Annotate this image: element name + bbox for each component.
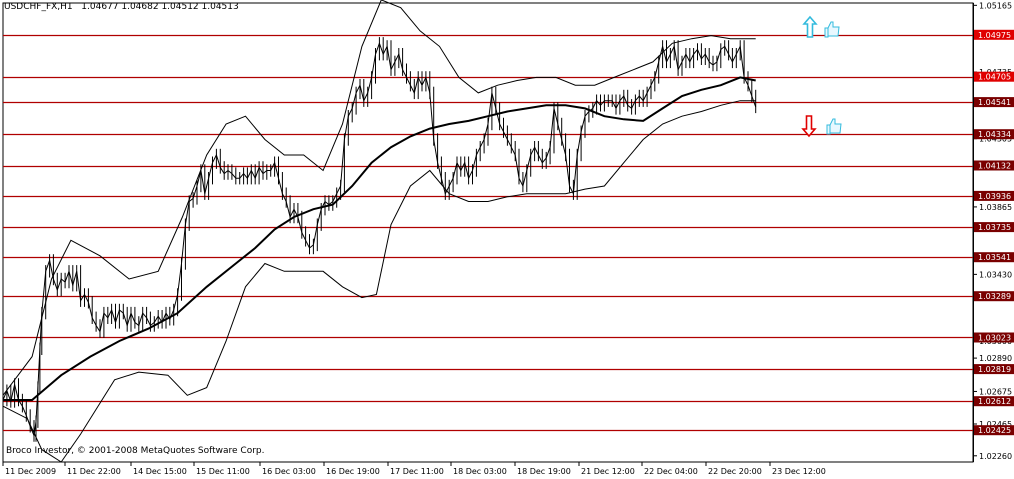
level-label: 1.02425 (978, 426, 1011, 435)
time-tick-label: 18 Dec 19:00 (517, 467, 571, 476)
plot-frame (2, 2, 974, 463)
level-label-box (974, 29, 1014, 40)
thumbs-up-icon (824, 21, 840, 38)
arrow-down-icon (801, 115, 817, 138)
level-label: 1.02612 (978, 397, 1011, 406)
time-tick-label: 11 Dec 22:00 (67, 467, 121, 476)
price-line (2, 41, 757, 438)
moving-average (3, 76, 756, 401)
level-label: 1.03541 (978, 253, 1011, 262)
time-tick-label: 18 Dec 03:00 (453, 467, 507, 476)
arrow-up-icon (802, 15, 818, 38)
level-label-box (974, 190, 1014, 201)
level-label: 1.04541 (978, 98, 1011, 107)
upper-band (2, 0, 756, 396)
price-tick-label: 1.02465 (979, 420, 1012, 429)
chart-header: USDCHF_FX,H1 1.04677 1.04682 1.04512 1.0… (4, 2, 239, 12)
level-label-box (974, 332, 1014, 343)
level-label: 1.03936 (978, 192, 1011, 201)
level-label-box (974, 160, 1014, 171)
level-label: 1.04334 (978, 130, 1011, 139)
level-label-box (974, 396, 1014, 407)
time-tick-label: 17 Dec 11:00 (390, 467, 444, 476)
level-label-box (974, 97, 1014, 108)
level-label: 1.03735 (978, 223, 1011, 232)
time-tick-label: 21 Dec 12:00 (581, 467, 635, 476)
level-label-box (974, 291, 1014, 302)
level-label: 1.04975 (978, 31, 1011, 40)
level-label: 1.04705 (978, 73, 1011, 82)
level-label: 1.03023 (978, 334, 1011, 343)
price-tick-label: 1.02890 (979, 354, 1012, 363)
level-label: 1.04132 (978, 162, 1011, 171)
level-label-box (974, 222, 1014, 233)
level-label-box (974, 364, 1014, 375)
copyright-text: Broco Investor, © 2001-2008 MetaQuotes S… (6, 446, 265, 456)
symbol-label: USDCHF_FX,H1 (4, 2, 73, 12)
time-tick-label: 16 Dec 03:00 (262, 467, 316, 476)
level-label-box (974, 252, 1014, 263)
price-tick-label: 1.03865 (979, 203, 1012, 212)
time-tick-label: 15 Dec 11:00 (196, 467, 250, 476)
level-label-box (974, 425, 1014, 436)
level-label: 1.02819 (978, 365, 1011, 374)
time-tick-label: 14 Dec 15:00 (133, 467, 187, 476)
level-label-box (974, 71, 1014, 82)
time-tick-label: 22 Dec 20:00 (708, 467, 762, 476)
price-tick-label: 1.05165 (979, 1, 1012, 10)
price-tick-label: 1.02675 (979, 387, 1012, 396)
time-tick-label: 23 Dec 12:00 (772, 467, 826, 476)
level-label: 1.03289 (978, 292, 1011, 301)
price-tick-label: 1.03430 (979, 270, 1012, 279)
thumbs-up-icon (826, 118, 842, 135)
price-tick-label: 1.02260 (979, 452, 1012, 461)
time-tick-label: 22 Dec 04:00 (644, 467, 698, 476)
lower-band (2, 100, 756, 463)
ohlc-label: 1.04677 1.04682 1.04512 1.04513 (81, 2, 239, 12)
level-label-box (974, 129, 1014, 140)
time-tick-label: 16 Dec 19:00 (326, 467, 380, 476)
time-tick-label: 11 Dec 2009 (5, 467, 56, 476)
